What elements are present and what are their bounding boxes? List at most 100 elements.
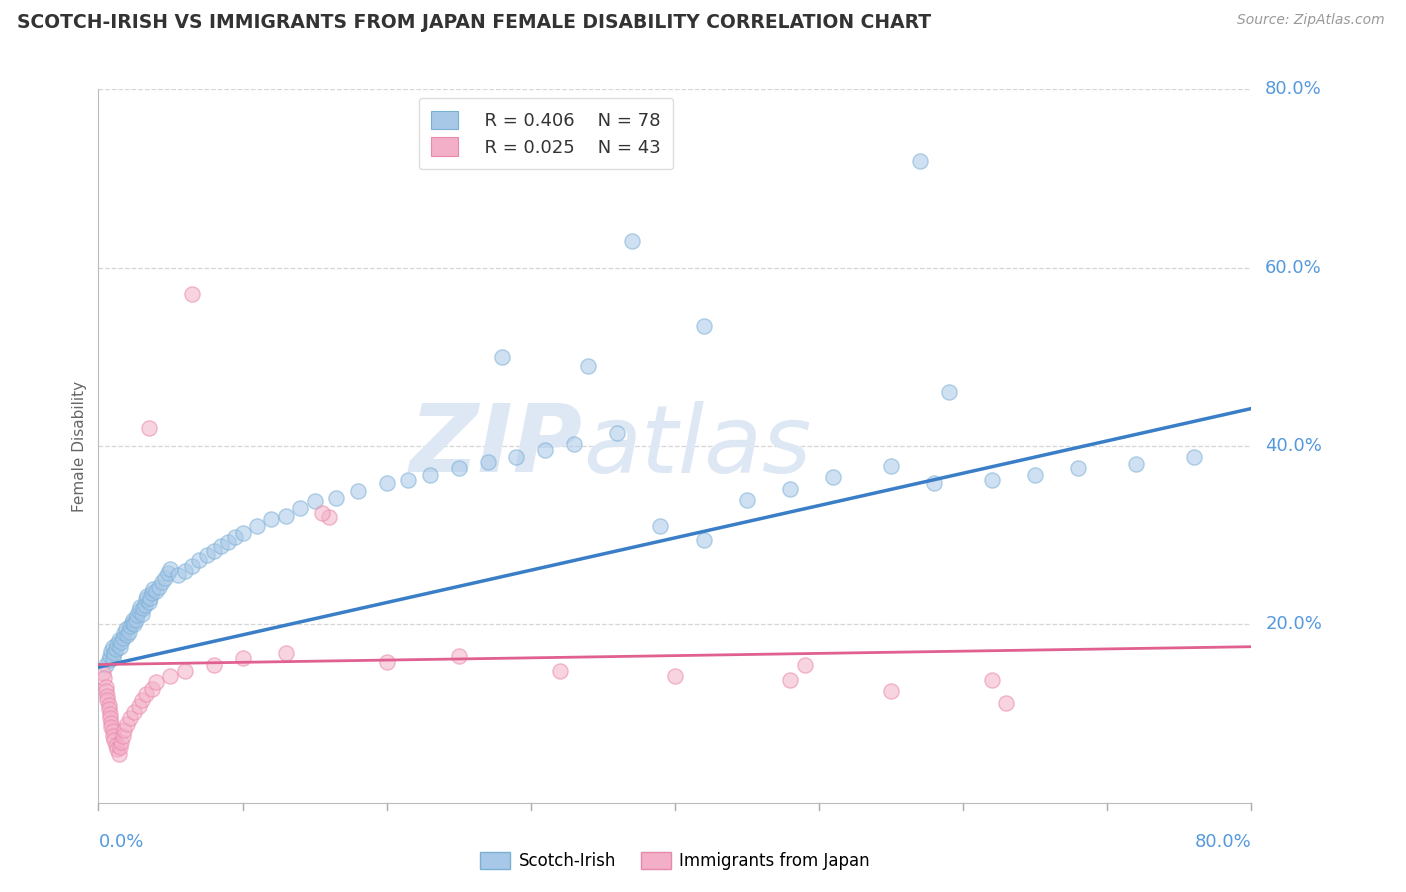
Point <box>128 604 150 618</box>
Point <box>491 350 513 364</box>
Point <box>129 599 152 614</box>
Point <box>107 747 129 761</box>
Point <box>166 568 188 582</box>
Point <box>120 619 142 633</box>
Point <box>477 455 499 469</box>
Point <box>578 359 600 373</box>
Point <box>664 669 686 683</box>
Point <box>128 699 150 714</box>
Point <box>1024 467 1046 482</box>
Point <box>1125 457 1147 471</box>
Point <box>120 711 142 725</box>
Point <box>94 680 117 694</box>
Point <box>1067 461 1090 475</box>
Point <box>274 646 297 660</box>
Point <box>100 644 122 658</box>
Point <box>304 494 326 508</box>
Point <box>274 508 297 523</box>
Point <box>375 655 398 669</box>
Point <box>620 234 643 248</box>
Point <box>145 675 167 690</box>
Point <box>97 698 120 712</box>
Point <box>136 589 159 603</box>
Point <box>735 492 758 507</box>
Point <box>195 548 218 562</box>
Point <box>96 689 118 703</box>
Point <box>779 482 801 496</box>
Point <box>101 729 124 743</box>
Point <box>174 564 197 578</box>
Point <box>159 669 181 683</box>
Point <box>97 702 120 716</box>
Point <box>311 506 333 520</box>
Point <box>98 711 121 725</box>
Point <box>908 153 931 168</box>
Point <box>111 729 134 743</box>
Text: atlas: atlas <box>582 401 811 491</box>
Point <box>111 631 134 645</box>
Point <box>118 624 141 639</box>
Point <box>217 535 239 549</box>
Point <box>124 617 146 632</box>
Legend:   R = 0.406    N = 78,   R = 0.025    N = 43: R = 0.406 N = 78, R = 0.025 N = 43 <box>419 98 673 169</box>
Point <box>131 607 153 621</box>
Point <box>181 287 204 301</box>
Y-axis label: Female Disability: Female Disability <box>72 380 87 512</box>
Point <box>91 666 114 681</box>
Point <box>98 648 121 663</box>
Point <box>419 467 441 482</box>
Point <box>138 595 160 609</box>
Point <box>650 519 672 533</box>
Text: SCOTCH-IRISH VS IMMIGRANTS FROM JAPAN FEMALE DISABILITY CORRELATION CHART: SCOTCH-IRISH VS IMMIGRANTS FROM JAPAN FE… <box>17 13 931 32</box>
Point <box>121 615 143 630</box>
Text: 80.0%: 80.0% <box>1265 80 1322 98</box>
Point <box>981 473 1004 487</box>
Point <box>148 580 170 594</box>
Point <box>94 657 117 672</box>
Point <box>141 586 163 600</box>
Point <box>96 693 118 707</box>
Point <box>793 657 815 672</box>
Text: ZIP: ZIP <box>409 400 582 492</box>
Point <box>231 526 254 541</box>
Point <box>174 664 197 678</box>
Point <box>100 720 122 734</box>
Point <box>779 673 801 687</box>
Point <box>880 684 903 698</box>
Point <box>159 562 181 576</box>
Point <box>505 450 527 464</box>
Point <box>132 601 155 615</box>
Point <box>981 673 1004 687</box>
Point <box>101 640 124 654</box>
Point <box>103 733 125 747</box>
Point <box>142 582 165 596</box>
Point <box>108 640 131 654</box>
Point <box>606 425 628 440</box>
Point <box>548 664 571 678</box>
Point <box>105 742 128 756</box>
Point <box>100 715 122 730</box>
Point <box>880 458 903 473</box>
Point <box>693 318 716 333</box>
Point <box>534 443 557 458</box>
Point <box>141 681 163 696</box>
Point <box>318 510 340 524</box>
Point <box>246 519 269 533</box>
Point <box>107 633 129 648</box>
Point <box>150 574 173 589</box>
Point <box>202 544 225 558</box>
Point <box>110 735 132 749</box>
Point <box>447 648 470 663</box>
Point <box>181 559 204 574</box>
Point <box>188 553 211 567</box>
Point <box>325 491 347 505</box>
Text: 20.0%: 20.0% <box>1265 615 1322 633</box>
Point <box>938 385 960 400</box>
Point <box>145 583 167 598</box>
Point <box>98 706 121 721</box>
Point <box>108 740 131 755</box>
Point <box>105 637 128 651</box>
Point <box>101 651 124 665</box>
Point <box>202 657 225 672</box>
Text: 0.0%: 0.0% <box>98 833 143 851</box>
